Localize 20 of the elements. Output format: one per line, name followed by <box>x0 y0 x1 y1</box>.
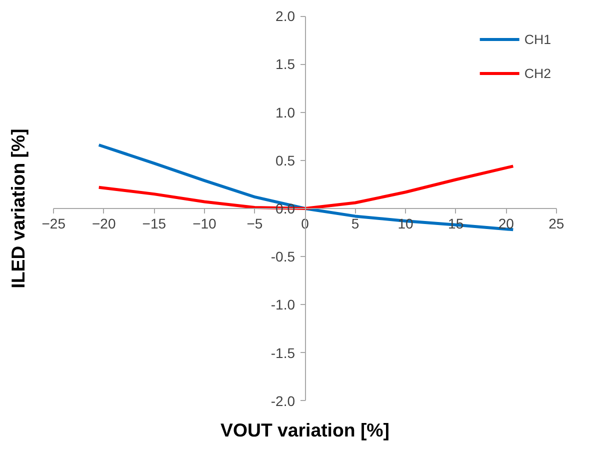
y-tick-label: -2.0 <box>270 392 296 409</box>
y-tick-label: 0.5 <box>276 152 296 168</box>
y-tick-label: -0.5 <box>270 248 296 265</box>
legend-label: CH1 <box>524 32 551 46</box>
x-tick-label: 25 <box>548 216 564 232</box>
x-tick-label: 20 <box>498 216 514 232</box>
x-axis-title: VOUT variation [%] <box>220 420 390 440</box>
x-tick-label: −10 <box>192 216 217 232</box>
x-tick-label: 5 <box>351 216 360 232</box>
y-tick-label: -1.0 <box>270 296 296 313</box>
x-tick-label: −5 <box>246 216 263 232</box>
x-tick-label: −15 <box>142 216 166 232</box>
x-tick-label: −25 <box>42 216 66 232</box>
y-tick-label: 2.0 <box>276 8 296 24</box>
y-tick-label: 1.0 <box>276 104 296 120</box>
legend-label: CH2 <box>524 66 551 80</box>
y-axis-title: ILED variation [%] <box>8 128 28 288</box>
x-tick-label: −20 <box>92 216 116 232</box>
y-tick-label: 1.5 <box>276 56 296 72</box>
y-tick-label: -1.5 <box>270 344 296 361</box>
